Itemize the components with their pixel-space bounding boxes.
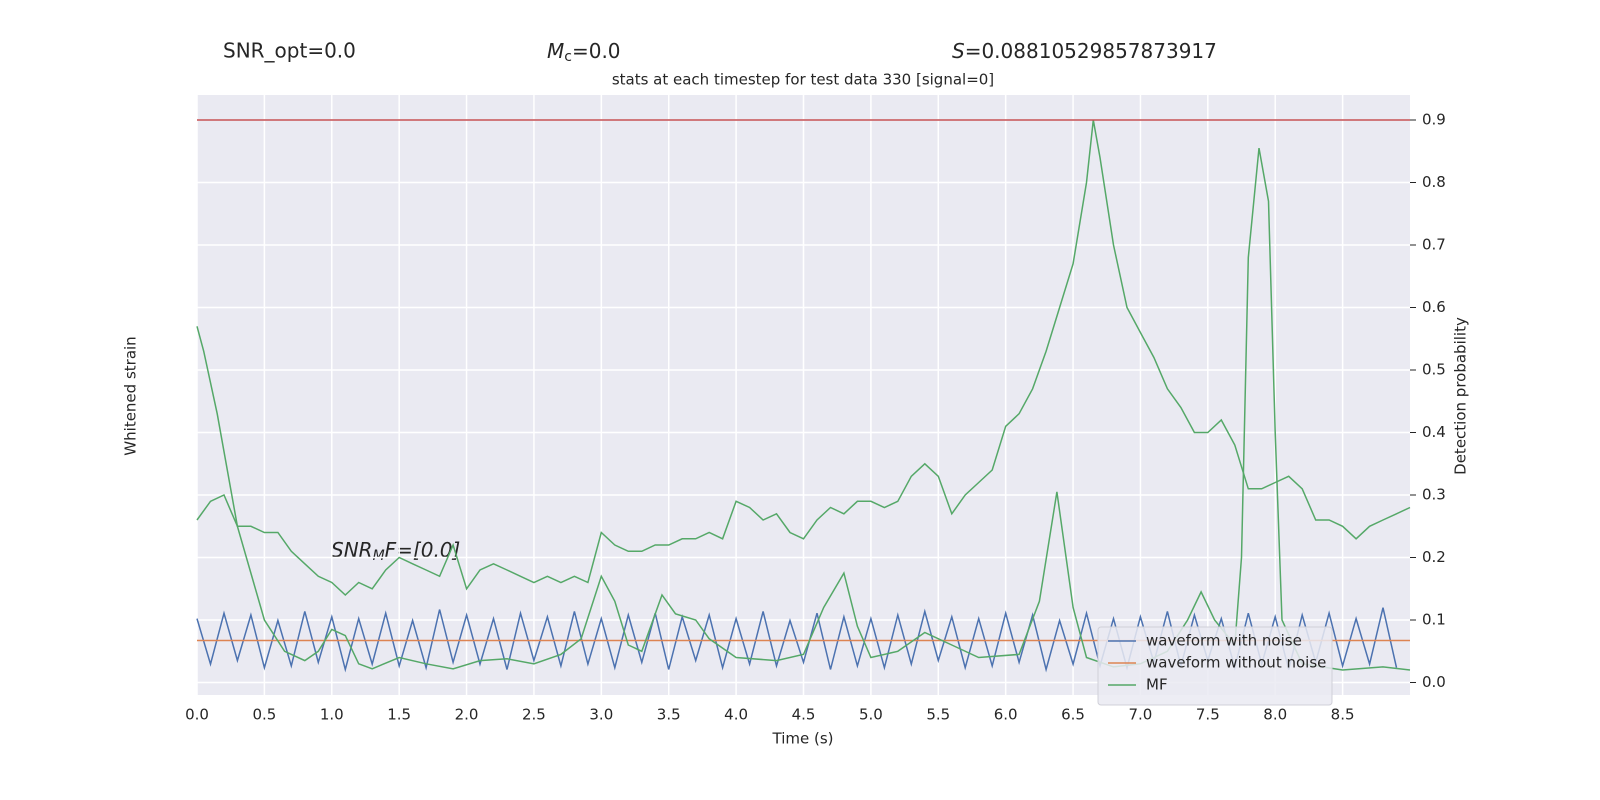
y2-tick-label: 0.0 (1422, 673, 1446, 691)
x-tick-label: 6.0 (994, 706, 1018, 724)
y2-tick-label: 0.3 (1422, 486, 1446, 504)
x-tick-label: 5.5 (926, 706, 950, 724)
s-symbol: S (952, 39, 965, 63)
legend-label: waveform with noise (1146, 632, 1302, 650)
y2-tick-label: 0.6 (1422, 298, 1446, 316)
x-tick-label: 0.0 (185, 706, 209, 724)
x-tick-label: 0.5 (252, 706, 276, 724)
x-tick-label: 8.0 (1263, 706, 1287, 724)
mc-label: Mc=0.0 (547, 39, 621, 66)
x-tick-label: 5.0 (859, 706, 883, 724)
mc-symbol: M (547, 39, 564, 63)
mc-sub: c (564, 49, 572, 65)
x-tick-label: 4.5 (792, 706, 816, 724)
series-line (196, 607, 1398, 673)
y2-tick-label: 0.9 (1422, 111, 1446, 129)
x-tick-label: 7.0 (1129, 706, 1153, 724)
s-rest: =0.08810529857873917 (965, 39, 1217, 63)
snr-opt-label: SNR_opt=0.0 (223, 39, 356, 63)
y2-tick-label: 0.2 (1422, 548, 1446, 566)
y2-tick-label: 0.5 (1422, 361, 1446, 379)
detection-line (196, 119, 1411, 597)
x-tick-label: 2.0 (455, 706, 479, 724)
x-tick-label: 3.5 (657, 706, 681, 724)
y2-tick-label: 0.8 (1422, 173, 1446, 191)
mc-rest: =0.0 (572, 39, 621, 63)
chart-title: stats at each timestep for test data 330… (612, 71, 994, 89)
x-tick-label: 1.5 (387, 706, 411, 724)
x-tick-label: 7.5 (1196, 706, 1220, 724)
y2-tick-label: 0.4 (1422, 423, 1446, 441)
legend-box (1097, 626, 1333, 706)
legend: waveform with noise waveform without nois… (1097, 626, 1333, 706)
x-tick-label: 4.0 (724, 706, 748, 724)
x-tick-label: 2.5 (522, 706, 546, 724)
y2-tick-label: 0.1 (1422, 611, 1446, 629)
legend-label: waveform without noise (1146, 654, 1326, 672)
legend-label: MF (1146, 676, 1168, 694)
s-label: S=0.08810529857873917 (952, 39, 1217, 63)
grid: 0.0 0.5 1.0 1.5 2.0 2.5 3.0 3.5 4.0 4.5 5.0 5.5 6.0 6… (185, 95, 1446, 724)
x-axis-label: Time (s) (772, 730, 834, 748)
y-axis-label: Whitened strain (122, 336, 140, 455)
x-tick-label: 6.5 (1061, 706, 1085, 724)
annotation-sub: M (373, 548, 385, 564)
x-tick-label: 1.0 (320, 706, 344, 724)
x-tick-label: 8.5 (1331, 706, 1355, 724)
y2-axis-label: Detection probability (1452, 317, 1470, 475)
y2-tick-label: 0.7 (1422, 236, 1446, 254)
x-tick-label: 3.0 (589, 706, 613, 724)
